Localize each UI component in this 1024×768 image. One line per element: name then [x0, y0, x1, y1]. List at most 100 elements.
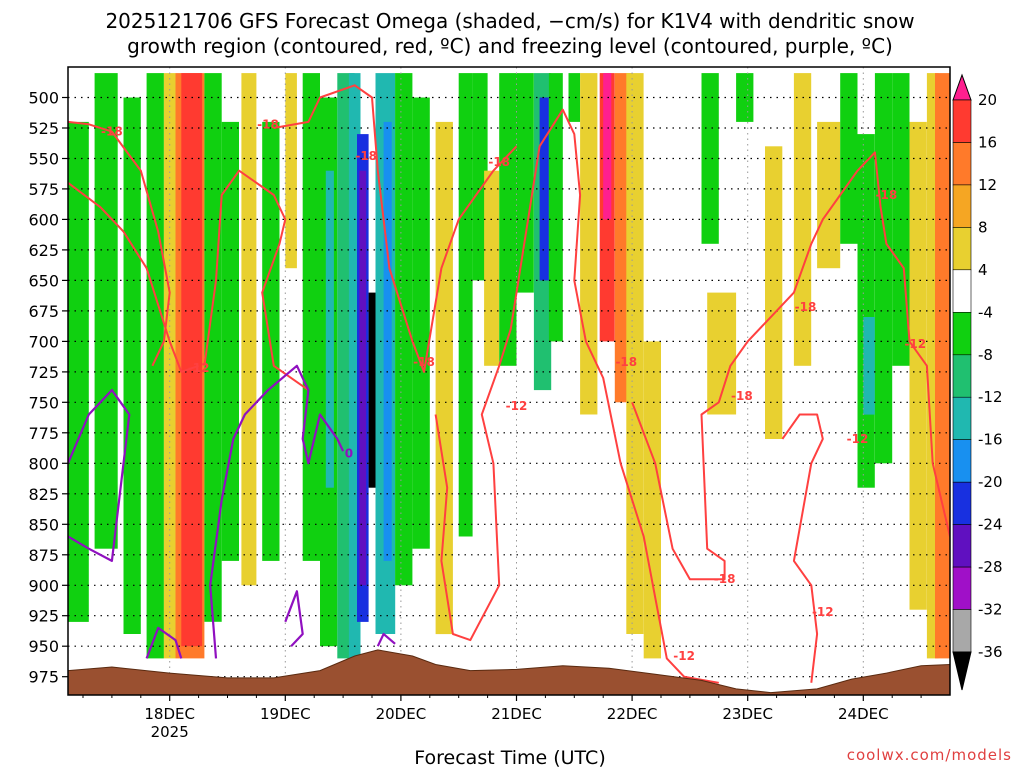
contour-label-0: -18: [101, 125, 123, 139]
omega-band-53: [935, 73, 950, 659]
credit-text: coolwx.com/models: [847, 746, 1012, 764]
contour-lines: [68, 84, 950, 684]
omega-band-3: [146, 73, 164, 659]
colorbar-tick-7: -12: [978, 388, 1003, 406]
omega-band-49: [874, 73, 893, 464]
colorbar-swatch-0: [952, 99, 972, 143]
y-tick-label-600: 600: [28, 210, 59, 229]
omega-band-51: [909, 121, 927, 610]
y-tick-label-875: 875: [28, 546, 59, 565]
colorbar-swatch-7: [952, 396, 972, 441]
omega-band-19: [368, 292, 376, 488]
omega-band-40: [701, 73, 719, 244]
contour-label-10: -12: [188, 361, 210, 375]
chart-title-line-2: growth region (contoured, red, ºC) and f…: [127, 34, 893, 58]
contour-label-13: -12: [847, 432, 869, 446]
omega-band-29: [516, 73, 534, 293]
omega-band-36: [603, 73, 612, 220]
omega-band-2: [123, 97, 141, 634]
terrain-fill: [68, 649, 950, 695]
x-tick-year: 2025: [151, 723, 189, 741]
omega-band-38: [626, 73, 644, 635]
colorbar-tick-11: -28: [978, 558, 1003, 576]
dgz-contour-d: [273, 84, 518, 373]
omega-band-14: [325, 170, 334, 488]
y-axis-ticks: 500 525 550 575 600 625 650 675 700 725 750 775 800 8…: [28, 89, 68, 687]
freezing-contour-a: [68, 389, 131, 562]
colorbar-tick-6: -8: [978, 346, 993, 364]
omega-band-25: [458, 73, 473, 537]
y-tick-label-500: 500: [28, 89, 59, 108]
contour-label-4: -18: [876, 188, 898, 202]
omega-band-22: [395, 73, 413, 586]
colorbar-swatch-3: [952, 227, 972, 271]
y-tick-label-925: 925: [28, 607, 59, 626]
omega-band-31: [539, 97, 549, 281]
colorbar-tick-12: -32: [978, 601, 1003, 619]
omega-band-34: [580, 73, 598, 415]
colorbar-tick-0: 20: [978, 91, 997, 109]
y-tick-label-700: 700: [28, 332, 59, 351]
omega-band-39: [643, 341, 661, 659]
omega-band-43: [765, 146, 783, 440]
colorbar-swatch-5: [952, 311, 972, 356]
omega-band-11: [285, 73, 297, 269]
y-tick-label-975: 975: [28, 668, 59, 687]
omega-band-48: [863, 317, 875, 415]
colorbar: 20 16 12 8 4 -4 -8 -12 -16 -20 -24 -28 -32 -36: [952, 73, 1003, 691]
y-tick-label-750: 750: [28, 393, 59, 412]
colorbar-bottom-arrow: [952, 651, 972, 691]
omega-band-1: [94, 73, 118, 549]
gridlines: [68, 67, 950, 695]
contour-label-5: -18: [795, 300, 817, 314]
y-tick-label-575: 575: [28, 180, 59, 199]
colorbar-top-arrow: [952, 73, 972, 101]
x-tick-label-24: 24DEC: [838, 705, 889, 723]
y-tick-label-725: 725: [28, 363, 59, 382]
colorbar-tick-2: 12: [978, 176, 997, 194]
x-tick-label-18: 18DEC: [144, 705, 195, 723]
contour-label-6: -18: [413, 355, 435, 369]
chart-title-line-1: 2025121706 GFS Forecast Omega (shaded, −…: [105, 9, 914, 33]
y-tick-label-650: 650: [28, 271, 59, 290]
freezing-contour-c: [209, 364, 345, 659]
y-tick-label-900: 900: [28, 576, 59, 595]
colorbar-swatch-6: [952, 354, 972, 398]
omega-band-16: [348, 73, 361, 659]
omega-band-52: [926, 73, 939, 659]
colorbar-swatch-10: [952, 524, 972, 568]
colorbar-swatch-12: [952, 609, 972, 653]
x-axis-label: Forecast Time (UTC): [414, 747, 605, 768]
x-tick-label-23: 23DEC: [722, 705, 773, 723]
y-tick-label-525: 525: [28, 119, 59, 138]
omega-band-12: [302, 73, 320, 561]
x-tick-label-21: 21DEC: [491, 705, 542, 723]
colorbar-tick-5: -4: [978, 303, 993, 321]
x-tick-label-22: 22DEC: [607, 705, 658, 723]
omega-band-28: [499, 73, 517, 366]
dgz-contour-g: [781, 413, 824, 683]
y-tick-label-775: 775: [28, 424, 59, 443]
colorbar-tick-9: -20: [978, 473, 1003, 491]
omega-band-33: [568, 73, 581, 122]
colorbar-swatch-8: [952, 439, 972, 483]
omega-band-6: [181, 73, 203, 647]
contour-label-7: -18: [615, 355, 637, 369]
contour-label-2: -18: [355, 149, 377, 163]
omega-band-23: [412, 97, 430, 549]
omega-band-0: [68, 121, 89, 622]
colorbar-tick-1: 16: [978, 134, 997, 152]
y-tick-label-850: 850: [28, 515, 59, 534]
x-tick-label-20: 20DEC: [376, 705, 427, 723]
omega-band-27: [484, 170, 500, 366]
colorbar-tick-10: -24: [978, 516, 1003, 534]
omega-band-9: [241, 73, 257, 586]
colorbar-swatch-9: [952, 481, 972, 526]
colorbar-tick-8: -16: [978, 431, 1003, 449]
dgz-contour-b: [68, 182, 199, 373]
plot-frame: [67, 66, 951, 696]
omega-band-45: [817, 121, 841, 269]
contour-labels: -18 -18 -18 -18 -18 -18 -18 -18 -18 -18 -12 -12 -12 -…: [101, 117, 926, 663]
